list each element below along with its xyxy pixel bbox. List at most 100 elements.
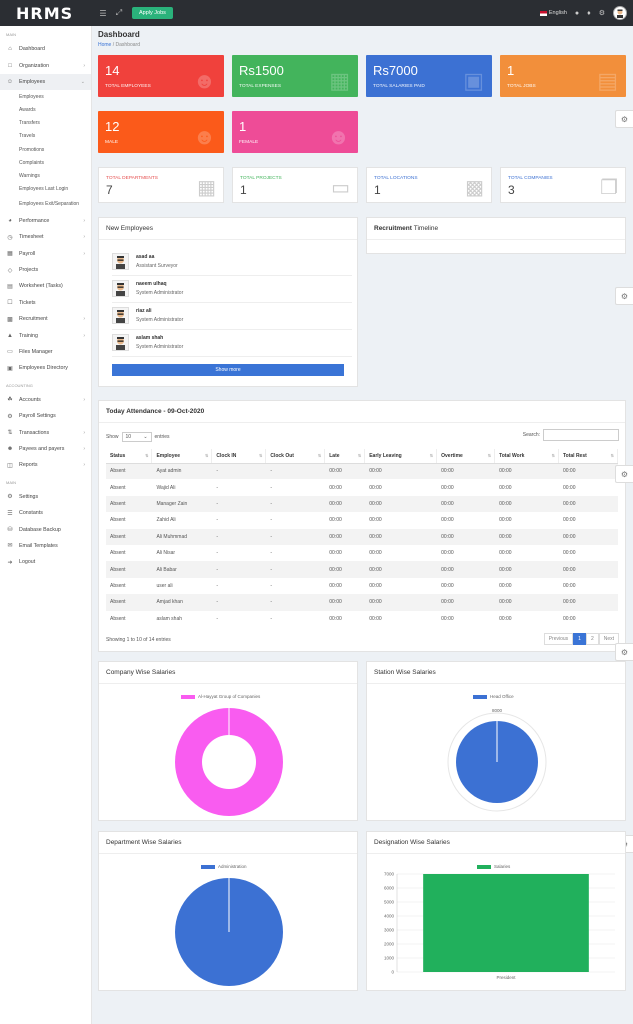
globe-icon[interactable]: ● xyxy=(574,9,580,17)
table-row[interactable]: Absent Zahid Ali - - 00:00 00:00 00:00 00:00 00:… xyxy=(106,512,618,528)
sidebar-item-reports[interactable]: ◫ Reports › xyxy=(0,457,91,473)
sidebar-item-logout[interactable]: ➜ Logout xyxy=(0,554,91,570)
sidebar-item-employees[interactable]: ☺ Employees ⌄ xyxy=(0,73,91,91)
table-row[interactable]: Absent Manager Zain - -00:00 00:00 00:00 00:00… xyxy=(106,495,618,513)
avatar xyxy=(112,280,129,297)
total-expenses-card[interactable]: Rs1500 TOTAL EXPENSES ▦ xyxy=(232,55,358,97)
sidebar-item-worksheet[interactable]: ▤ Worksheet (Tasks) xyxy=(0,278,91,294)
breadcrumb-home[interactable]: Home xyxy=(98,42,112,48)
table-row[interactable]: Absent Ayat admin - -00:00 00:00 00:00 00:00 00… xyxy=(106,463,618,480)
settings-gear-icon[interactable]: ⚙ xyxy=(615,465,633,483)
settings-gear-icon[interactable]: ⚙ xyxy=(615,110,633,128)
column-header-total-work[interactable]: Total Work ⇅ xyxy=(494,449,559,464)
sidebar-item-constants[interactable]: ☰ Constants xyxy=(0,505,91,521)
pagination-page-2[interactable]: 2 xyxy=(585,633,599,645)
column-header-employee[interactable]: Employee ⇅ xyxy=(151,449,213,464)
sidebar-item-label: Dashboard xyxy=(19,46,45,53)
sidebar-item-payroll[interactable]: ▦ Payroll › xyxy=(0,245,91,261)
apply-jobs-button[interactable]: Apply Jobs xyxy=(132,7,173,19)
language-selector[interactable]: English xyxy=(539,10,567,16)
sidebar-item-performance[interactable]: ◕ Performance › xyxy=(0,213,91,229)
employee-list-item[interactable]: naeem ulhaq System Administrator xyxy=(112,276,352,303)
sidebar-subitem-complaints[interactable]: Complaints xyxy=(19,159,45,166)
table-row[interactable]: Absent Ali Nisar - - 00:00 00:00 00:00 00:00 00:… xyxy=(106,545,618,561)
table-cell: 00:00 xyxy=(369,615,382,622)
pagination-next[interactable]: Next xyxy=(598,633,619,645)
sidebar-item-payroll-settings[interactable]: ⚙ Payroll Settings xyxy=(0,408,91,424)
sidebar-subitem-warnings[interactable]: Warnings xyxy=(19,172,40,179)
sidebar-item-backup[interactable]: ⛁ Database Backup xyxy=(0,521,91,537)
column-header-total-rest[interactable]: Total Rest ⇅ xyxy=(558,449,619,464)
sidebar-item-settings[interactable]: ⚙ Settings xyxy=(0,489,91,505)
chart-legend[interactable]: Al-Hayyat Group of Companies xyxy=(181,694,260,699)
table-row[interactable]: Absent user ali - - 00:00 00:00 00:00 00:00 00:0… xyxy=(106,578,618,594)
total-jobs-card[interactable]: 1 TOTAL JOBS ▤ xyxy=(500,55,626,97)
column-header-clock-in[interactable]: Clock IN ⇅ xyxy=(211,449,267,464)
table-row[interactable]: Absent Ali Muhmmad - -00:00 00:00 00:00 00:00 0… xyxy=(106,528,618,545)
sidebar-subitem-exit[interactable]: Employees Exit/Separation xyxy=(19,201,80,208)
table-row[interactable]: Absent Wajid Ali - - 00:00 00:00 00:00 00:00 00:… xyxy=(106,479,618,495)
sidebar-item-label: Recruitment xyxy=(19,316,48,323)
total-employees-card[interactable]: 14 TOTAL EMPLOYEES ☻ xyxy=(98,55,224,97)
sidebar-item-label: Payees and payers xyxy=(19,445,65,452)
table-row[interactable]: Absent aslam shah - - 00:00 00:00 00:00 00:00 00… xyxy=(106,611,618,627)
female-card[interactable]: 1 FEMALE ☻ xyxy=(232,111,358,153)
sidebar-item-tickets[interactable]: ☐ Tickets xyxy=(0,295,91,311)
pagination-previous[interactable]: Previous xyxy=(543,633,574,645)
employee-list-item[interactable]: riaz ali System Administrator xyxy=(112,303,352,330)
table-row[interactable]: Absent Amjad khan - -00:00 00:00 00:00 00:00 00… xyxy=(106,594,618,611)
sidebar-item-training[interactable]: ▲ Training › xyxy=(0,327,91,343)
fullscreen-icon[interactable]: ⤢ xyxy=(115,8,123,17)
bell-icon[interactable]: ♦ xyxy=(587,9,591,17)
y-tick-label: 7000 xyxy=(384,872,395,877)
sidebar-subitem-last-login[interactable]: Employees Last Login xyxy=(19,186,69,193)
chart-legend[interactable]: Salaries xyxy=(477,864,510,869)
pagination-page-1[interactable]: 1 xyxy=(573,633,586,645)
card-value: Rs1500 xyxy=(239,63,284,78)
column-header-status[interactable]: Status ⇅ xyxy=(106,449,153,464)
total-companies-card[interactable]: TOTAL COMPANIES 3 ❐ xyxy=(500,167,626,203)
sidebar-subitem-transfers[interactable]: Transfers xyxy=(19,120,40,127)
sidebar-item-email-templates[interactable]: ✉ Email Templates xyxy=(0,538,91,554)
sidebar-item-dashboard[interactable]: ⌂ Dashboard xyxy=(0,41,91,57)
sidebar-subitem-travels[interactable]: Travels xyxy=(19,133,36,140)
sidebar-item-projects[interactable]: ◇ Projects xyxy=(0,262,91,278)
employee-list-item[interactable]: asad aa Assistant Surveyor xyxy=(112,249,352,276)
sidebar-item-files[interactable]: ▭ Files Manager xyxy=(0,344,91,360)
sidebar-subitem-employees[interactable]: Employees xyxy=(19,93,44,100)
settings-gear-icon[interactable]: ⚙ xyxy=(615,287,633,305)
sidebar-item-payees[interactable]: ☻ Payees and payers › xyxy=(0,441,91,457)
total-departments-card[interactable]: TOTAL DEPARTMENTS 7 ▦ xyxy=(98,167,224,203)
sidebar-item-timesheet[interactable]: ◷ Timesheet › xyxy=(0,229,91,245)
show-more-button[interactable]: Show more xyxy=(112,364,344,376)
total-locations-card[interactable]: TOTAL LOCATIONS 1 ▩ xyxy=(366,167,492,203)
brand-logo[interactable]: HRMS xyxy=(16,3,74,23)
table-row[interactable]: Absent Ali Babar - -00:00 00:00 00:00 00:00 00:… xyxy=(106,561,618,578)
total-projects-card[interactable]: TOTAL PROJECTS 1 ▭ xyxy=(232,167,358,203)
sidebar-item-directory[interactable]: ▣ Employees Directory xyxy=(0,360,91,376)
entries-select[interactable]: 10 ⌄ xyxy=(121,432,152,442)
employee-name: asad aa xyxy=(136,254,155,260)
book-icon: ▣ xyxy=(7,365,13,372)
sidebar-subitem-awards[interactable]: Awards xyxy=(19,106,36,113)
sidebar-subitem-promotions[interactable]: Promotions xyxy=(19,146,45,153)
column-header-overtime[interactable]: Overtime ⇅ xyxy=(436,449,496,464)
employee-list-item[interactable]: aslam shah System Administrator xyxy=(112,330,352,357)
settings-gear-icon[interactable]: ⚙ xyxy=(615,643,633,661)
menu-toggle-icon[interactable]: ☰ xyxy=(99,8,107,18)
sidebar-item-transactions[interactable]: ⇅ Transactions › xyxy=(0,424,91,440)
male-card[interactable]: 12 MALE ☻ xyxy=(98,111,224,153)
total-salaries-card[interactable]: Rs7000 TOTAL SALARIES PAID ▣ xyxy=(366,55,492,97)
chart-legend[interactable]: Administration xyxy=(201,864,247,869)
column-header-late[interactable]: Late ⇅ xyxy=(324,449,366,464)
gear-icon[interactable]: ⚙ xyxy=(598,10,605,17)
column-header-early-leaving[interactable]: Early Leaving ⇅ xyxy=(364,449,438,464)
sidebar-item-accounts[interactable]: ☘ Accounts › xyxy=(0,392,91,408)
attendance-panel: Today Attendance - 09-Oct-2020 Show 10 ⌄ … xyxy=(98,400,626,652)
user-avatar[interactable] xyxy=(613,6,627,20)
sidebar-item-organization[interactable]: □ Organization › xyxy=(0,57,91,73)
sidebar-item-recruitment[interactable]: ▩ Recruitment › xyxy=(0,311,91,327)
chart-legend[interactable]: Head Office xyxy=(473,694,514,699)
search-input[interactable] xyxy=(543,429,619,441)
column-header-clock-out[interactable]: Clock Out ⇅ xyxy=(265,449,326,464)
